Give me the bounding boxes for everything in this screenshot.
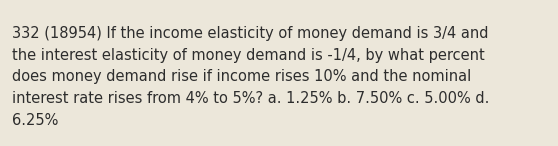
Text: 332 (18954) If the income elasticity of money demand is 3/4 and
the interest ela: 332 (18954) If the income elasticity of …	[12, 26, 490, 128]
